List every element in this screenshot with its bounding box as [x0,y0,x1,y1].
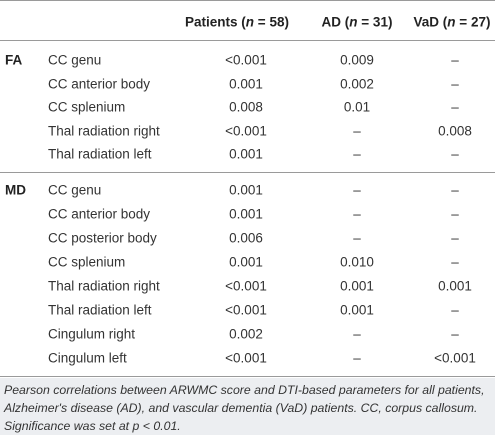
cell-value: 0.001 [229,254,263,270]
cell-value: – [451,302,459,318]
cell-value: – [353,230,361,246]
row-label: CC anterior body [48,76,151,91]
cell-value: <0.001 [225,52,267,68]
cell-value: – [451,230,459,246]
cell-value: 0.006 [229,230,263,246]
cell-value: – [353,123,361,138]
cell-value: 0.001 [229,206,263,222]
group-label: MD [5,182,26,198]
row-label: CC splenium [48,254,126,270]
column-header: VaD (n = 27) [413,14,491,30]
cell-value: 0.009 [340,52,374,68]
cell-value: <0.001 [225,302,267,318]
bottom-rule [0,376,495,377]
caption: Pearson correlations between ARWMC score… [0,378,495,435]
cell-value: <0.001 [225,123,267,138]
cell-value: – [353,146,361,162]
row-label: CC splenium [48,99,126,115]
cell-value: 0.001 [229,146,263,162]
cell-value: 0.002 [229,326,263,342]
cell-value: – [451,99,459,115]
top-rule [0,0,495,1]
row-label: Cingulum right [48,326,136,342]
header-rule [0,40,495,41]
cell-value: – [451,206,459,222]
cell-value: 0.001 [340,302,374,318]
cell-value: <0.001 [434,350,476,366]
row-label: Thal radiation right [48,123,160,138]
row-label: CC posterior body [48,230,157,246]
cell-value: 0.001 [340,278,374,294]
cell-value: – [353,326,361,342]
cell-value: – [451,326,459,342]
cell-value: – [451,76,459,91]
cell-value: 0.001 [229,76,263,91]
cell-value: 0.01 [343,99,371,115]
group-rule [0,172,495,173]
cell-value: – [353,350,361,366]
column-header: Patients (n = 58) [185,14,289,30]
cell-value: 0.001 [229,182,263,198]
column-header: AD (n = 31) [321,14,393,30]
row-label: Thal radiation right [48,278,160,294]
row-label: CC anterior body [48,206,151,222]
cell-value: 0.008 [438,123,472,138]
cell-value: 0.010 [340,254,374,270]
row-label: CC genu [48,182,102,198]
cell-value: 0.008 [229,99,263,115]
cell-value: – [451,182,459,198]
cell-value: – [451,254,459,270]
cell-value: <0.001 [225,278,267,294]
cell-value: – [353,206,361,222]
row-label: CC genu [48,52,102,68]
cell-value: 0.002 [340,76,374,91]
row-label: Thal radiation left [48,302,152,318]
row-label: Cingulum left [48,350,127,366]
cell-value: 0.001 [438,278,472,294]
cell-value: – [353,182,361,198]
cell-value: – [451,146,459,162]
row-label: Thal radiation left [48,146,152,162]
cell-value: – [451,52,459,68]
cell-value: <0.001 [225,350,267,366]
group-label: FA [5,52,23,68]
